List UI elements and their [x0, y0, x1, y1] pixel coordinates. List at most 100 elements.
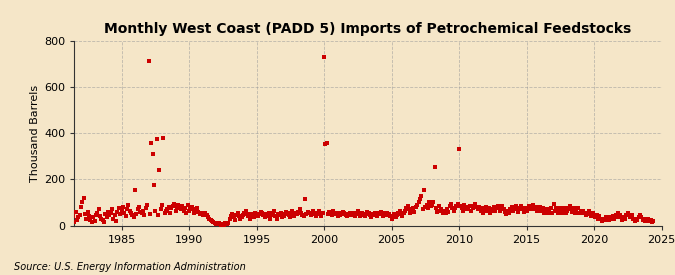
Point [441, 207, 452, 211]
Point [146, 140, 157, 145]
Point [246, 212, 256, 216]
Point [290, 211, 301, 215]
Point [483, 206, 494, 210]
Point [572, 206, 583, 210]
Point [398, 211, 409, 215]
Point [374, 211, 385, 215]
Point [544, 208, 555, 213]
Point [113, 206, 124, 210]
Point [431, 206, 441, 210]
Point [74, 213, 85, 217]
Point [408, 206, 418, 210]
Point [265, 216, 275, 221]
Point [354, 212, 364, 216]
Point [525, 207, 536, 211]
Point [381, 213, 392, 217]
Point [637, 218, 648, 222]
Point [315, 212, 325, 216]
Point [258, 213, 269, 217]
Point [142, 203, 153, 207]
Point [317, 211, 328, 215]
Point [117, 205, 128, 209]
Point [533, 206, 544, 210]
Point [136, 211, 147, 215]
Point [401, 206, 412, 210]
Point [591, 213, 602, 217]
Point [68, 214, 78, 218]
Point [377, 212, 387, 216]
Point [452, 201, 463, 206]
Point [479, 208, 490, 213]
Point [216, 222, 227, 227]
Point [225, 214, 236, 218]
Point [163, 205, 174, 209]
Point [360, 212, 371, 216]
Point [207, 219, 217, 223]
Point [147, 152, 158, 156]
Point [540, 208, 551, 213]
Point [491, 206, 502, 210]
Point [271, 216, 282, 221]
Point [278, 214, 289, 218]
Point [339, 211, 350, 215]
Point [242, 212, 252, 216]
Point [261, 212, 271, 216]
Point [549, 208, 560, 213]
Point [640, 219, 651, 223]
Point [472, 207, 483, 211]
Point [502, 208, 513, 213]
Point [346, 213, 356, 217]
Point [144, 212, 155, 216]
Point [95, 214, 105, 218]
Point [138, 208, 148, 213]
Point [522, 206, 533, 210]
Point [328, 208, 339, 213]
Point [73, 215, 84, 220]
Point [444, 204, 455, 208]
Point [327, 213, 338, 217]
Point [563, 206, 574, 210]
Point [89, 219, 100, 223]
Point [639, 216, 649, 221]
Point [301, 212, 312, 216]
Point [198, 212, 209, 216]
Point [555, 206, 566, 210]
Point [506, 205, 517, 209]
Point [478, 211, 489, 215]
Point [88, 215, 99, 220]
Point [437, 211, 448, 215]
Point [180, 206, 190, 210]
Point [535, 205, 545, 209]
Point [99, 220, 109, 224]
Point [481, 205, 491, 209]
Point [157, 203, 167, 207]
Point [93, 207, 104, 211]
Point [174, 205, 185, 209]
Point [325, 211, 336, 215]
Point [342, 214, 352, 218]
Point [285, 215, 296, 220]
Point [633, 215, 644, 220]
Point [80, 212, 90, 216]
Point [568, 206, 579, 210]
Point [197, 213, 208, 217]
Point [85, 218, 96, 222]
Point [617, 218, 628, 222]
Point [140, 206, 151, 210]
Point [379, 211, 390, 215]
Point [495, 206, 506, 210]
Point [393, 211, 404, 215]
Point [231, 213, 242, 217]
Point [366, 215, 377, 220]
Point [367, 212, 378, 216]
Point [351, 211, 362, 215]
Point [135, 210, 146, 214]
Point [420, 205, 431, 209]
Point [155, 207, 166, 211]
Point [310, 214, 321, 218]
Point [593, 216, 603, 221]
Point [467, 206, 478, 210]
Point [595, 216, 606, 221]
Point [447, 206, 458, 210]
Point [176, 207, 186, 211]
